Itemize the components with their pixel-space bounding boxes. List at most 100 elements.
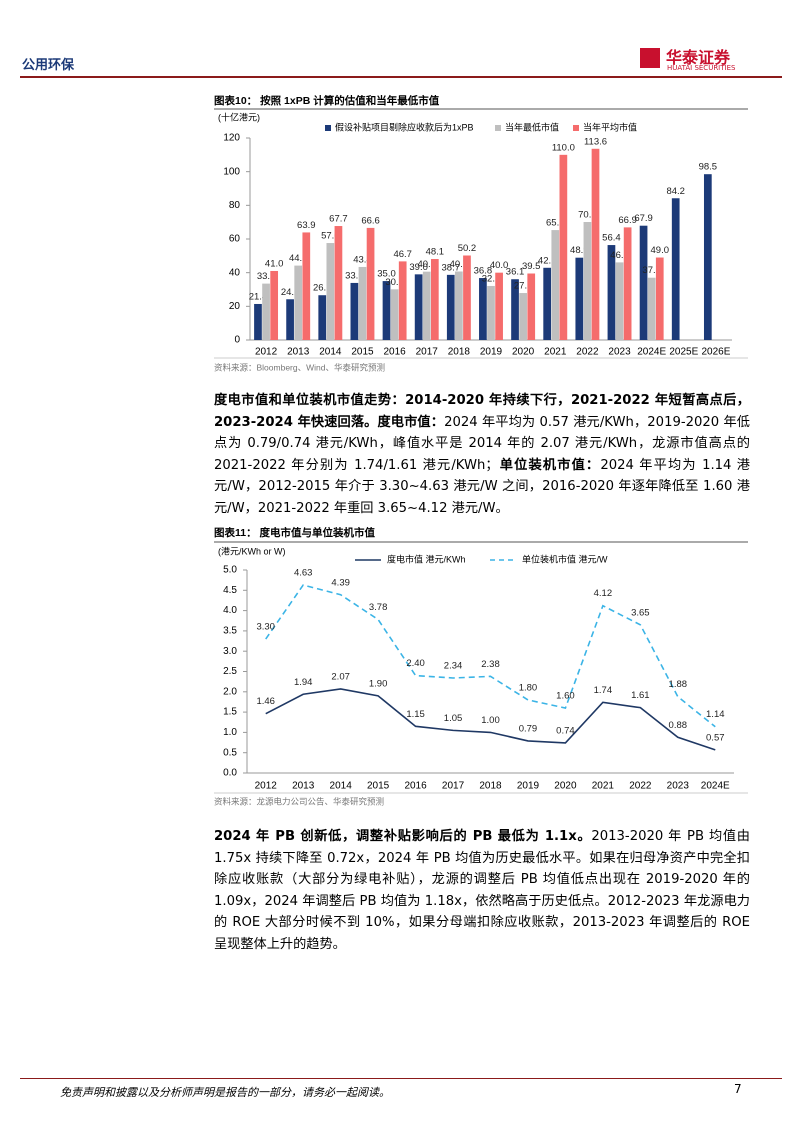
x-tick-label: 2014	[319, 347, 342, 358]
legend-label: 当年最低市值	[505, 121, 559, 132]
x-tick-label: 2023	[667, 781, 690, 792]
bar	[366, 227, 375, 340]
x-tick-label: 2012	[255, 347, 278, 358]
bar	[358, 266, 367, 340]
text-run: 度电市值和单位装机市值走势：2014-2020 年持续下行，2021-2022 …	[214, 393, 750, 430]
chart-title: 图表10： 按照 1xPB 计算的估值和当年最低市值	[214, 94, 440, 107]
y-axis-label: (十亿港元)	[218, 111, 260, 122]
paragraph: 2024 年 PB 创新低，调整补贴影响后的 PB 最低为 1.1x。2013-…	[214, 826, 750, 955]
chart: 图表10： 按照 1xPB 计算的估值和当年最低市值 (十亿港元) 资料来源：Blo…	[214, 94, 748, 372]
value-label: 32.1	[482, 273, 501, 284]
value-label: 1.88	[669, 679, 688, 690]
y-tick-label: 0.5	[223, 747, 237, 758]
x-tick-label: 2020	[554, 781, 577, 792]
bar	[463, 255, 471, 340]
value-label: 4.39	[331, 577, 350, 588]
value-label: 1.15	[406, 709, 425, 720]
legend-label: 单位装机市值 港元/W	[522, 553, 608, 564]
text-run: 2013-2020 年 PB 均值由 1.75x 持续下降至 0.72x，202…	[214, 829, 750, 952]
x-tick-label: 2018	[479, 781, 502, 792]
value-label: 33.5	[257, 271, 276, 282]
bar	[655, 257, 664, 340]
x-tick-label: 2017	[416, 347, 439, 358]
value-label: 24.2	[281, 287, 300, 298]
value-label: 44.2	[289, 253, 308, 264]
legend-label: 当年平均市值	[583, 121, 637, 132]
y-tick-label: 3.0	[223, 646, 237, 657]
x-tick-label: 2015	[351, 347, 374, 358]
chart: 图表11： 度电市值与单位装机市值 (港元/KWh or W) 资料来源：龙源电力公…	[214, 526, 748, 806]
value-label: 39.0	[409, 262, 428, 273]
value-label: 40.6	[417, 259, 436, 270]
bar	[318, 295, 327, 340]
value-label: 30.1	[385, 277, 404, 288]
value-label: 1.80	[519, 682, 538, 693]
y-tick-label: 100	[223, 166, 240, 177]
x-tick-label: 2015	[367, 781, 390, 792]
logo-cn: 华泰证券	[666, 48, 731, 67]
value-label: 70.1	[578, 210, 597, 221]
value-label: 36.8	[474, 266, 493, 277]
y-tick-label: 60	[229, 234, 241, 245]
bar	[519, 293, 527, 340]
x-tick-label: 2022	[629, 781, 652, 792]
value-label: 84.2	[666, 186, 685, 197]
legend-swatch	[325, 125, 331, 131]
x-tick-label: 2022	[576, 347, 599, 358]
value-label: 1.46	[256, 696, 275, 707]
value-label: 0.74	[556, 725, 575, 736]
value-label: 1.74	[594, 685, 613, 696]
disclaimer: 免责声明和披露以及分析师声明是报告的一部分，请务必一起阅读。	[60, 1086, 390, 1099]
y-tick-label: 120	[223, 133, 240, 144]
value-label: 35.0	[377, 269, 396, 280]
bar	[511, 279, 519, 340]
value-label: 2.38	[481, 659, 500, 670]
y-tick-label: 4.0	[223, 605, 237, 616]
value-label: 66.9	[618, 215, 637, 226]
value-label: 3.30	[256, 622, 275, 633]
value-label: 49.0	[651, 245, 670, 256]
bar	[527, 273, 536, 340]
paragraph: 度电市值和单位装机市值走势：2014-2020 年持续下行，2021-2022 …	[214, 390, 750, 519]
y-tick-label: 1.5	[223, 707, 237, 718]
y-tick-label: 40	[229, 267, 241, 278]
bar	[703, 174, 712, 340]
bar	[334, 226, 343, 340]
value-label: 0.79	[519, 723, 538, 734]
value-label: 41.0	[265, 258, 284, 269]
value-label: 1.94	[294, 677, 313, 688]
value-label: 1.61	[631, 690, 650, 701]
value-label: 36.1	[506, 267, 525, 278]
y-axis-label: (港元/KWh or W)	[218, 545, 286, 556]
logo-en: HUATAI SECURITIES	[667, 64, 736, 72]
value-label: 37.0	[642, 265, 661, 276]
value-label: 39.5	[522, 261, 541, 272]
value-label: 26.6	[313, 283, 332, 294]
bar	[382, 281, 391, 340]
bar	[286, 299, 294, 340]
value-label: 38.7	[442, 262, 461, 273]
legend-label: 假设补贴项目剔除应收款后为1xPB	[335, 121, 474, 132]
value-label: 1.14	[706, 709, 725, 720]
text-run: 2024 年平均为 1.14 港元/W，2012-2015 年介于 3.30~4…	[214, 457, 750, 516]
value-label: 1.00	[481, 715, 500, 726]
y-tick-label: 20	[229, 301, 241, 312]
value-label: 4.63	[294, 568, 313, 579]
text-run: 单位装机市值：	[498, 457, 601, 473]
value-label: 21.4	[249, 291, 268, 302]
x-tick-label: 2016	[404, 781, 427, 792]
section-name: 公用环保	[22, 58, 75, 73]
value-label: 65.3	[546, 218, 565, 229]
bar	[422, 271, 431, 340]
bar	[455, 271, 463, 340]
value-label: 98.5	[699, 162, 718, 173]
bar	[495, 272, 503, 340]
value-label: 2.34	[444, 661, 463, 672]
value-label: 63.9	[297, 220, 316, 231]
value-label: 4.12	[594, 588, 613, 599]
value-label: 1.60	[556, 691, 575, 702]
value-label: 56.4	[602, 233, 621, 244]
y-tick-label: 4.5	[223, 585, 237, 596]
x-tick-label: 2021	[544, 347, 567, 358]
